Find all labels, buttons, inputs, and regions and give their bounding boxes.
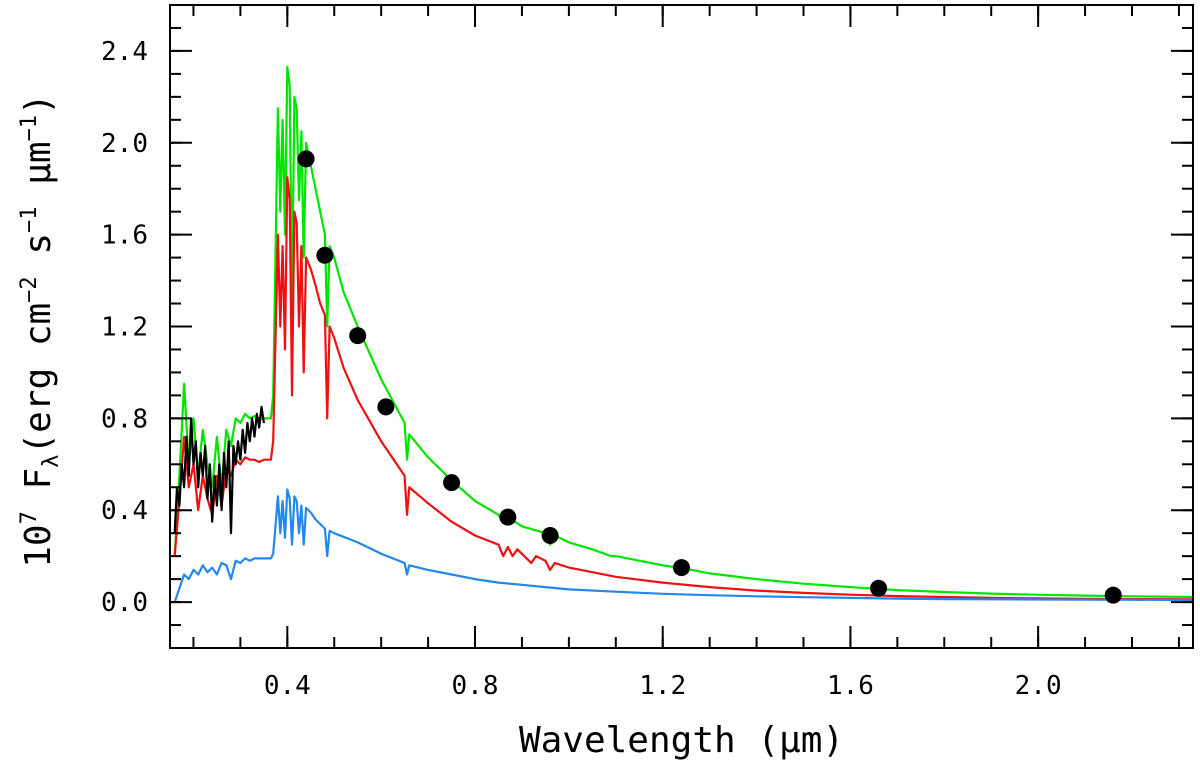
data-point-5 — [443, 474, 461, 492]
axis-ticks — [170, 4, 1193, 649]
series-line-1 — [173, 65, 1193, 599]
x-tick-label: 1.2 — [639, 671, 686, 701]
y-tick-label: 0.4 — [101, 496, 148, 526]
x-tick-label: 2.0 — [1015, 671, 1062, 701]
data-point-6 — [499, 508, 517, 526]
data-point-1 — [297, 150, 315, 168]
data-point-8 — [673, 559, 690, 577]
y-tick-label: 2.4 — [101, 37, 148, 67]
data-point-2 — [316, 246, 334, 264]
series-line-3 — [173, 488, 1193, 603]
y-axis-title: 107 Fλ(erg cm−2 s−1 μm−1) — [17, 93, 64, 568]
y-tick-label: 0.8 — [101, 404, 148, 434]
y-tick-label: 1.6 — [101, 221, 148, 251]
series-line-4 — [173, 405, 265, 535]
y-tick-label: 0.0 — [101, 588, 148, 618]
y-tick-label: 2.0 — [101, 129, 148, 159]
series-layer — [173, 65, 1193, 603]
x-tick-label: 1.6 — [827, 671, 874, 701]
data-point-10 — [1104, 586, 1122, 604]
y-tick-label: 1.2 — [101, 313, 148, 343]
plot-frame — [169, 4, 1194, 649]
x-tick-label: 0.8 — [452, 671, 499, 701]
x-tick-label: 0.4 — [264, 671, 311, 701]
tick-labels: 0.4 0.8 1.2 1.6 2.0 0.0 0.4 0.8 1.2 1.6 2.0 2.4 — [101, 37, 1062, 701]
data-point-3 — [349, 327, 367, 345]
data-point-9 — [870, 579, 888, 597]
x-axis-title: Wavelength (μm) — [519, 720, 844, 761]
data-point-4 — [377, 398, 395, 416]
data-point-7 — [541, 526, 559, 544]
series-line-2 — [173, 176, 1193, 601]
photometry-points — [297, 150, 1122, 604]
